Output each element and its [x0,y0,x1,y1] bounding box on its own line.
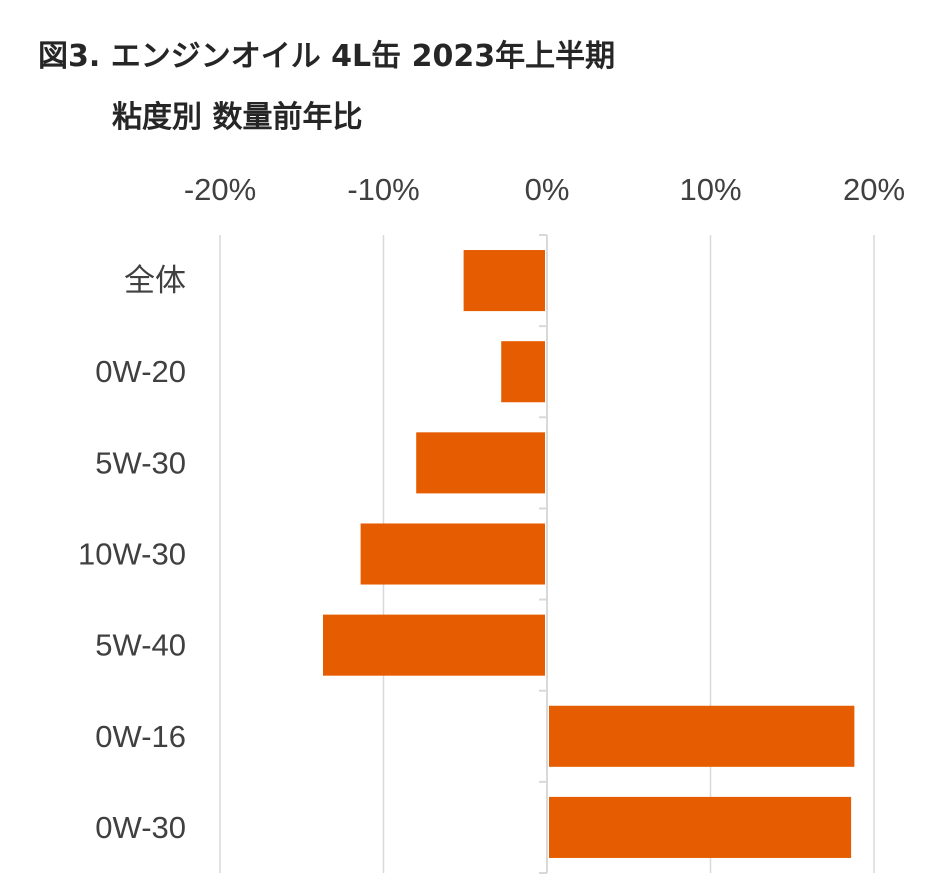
bar [416,432,545,494]
x-tick-label: 10% [679,172,741,207]
category-label: 0W-20 [95,354,186,389]
x-tick-label: -20% [184,172,256,207]
category-label: 全体 [124,263,186,298]
category-label: 10W-30 [78,537,186,572]
bar [360,523,545,585]
bar [463,250,545,312]
category-label: 0W-16 [95,719,186,754]
zero-axis [539,234,548,874]
chart-title-line-2: 粘度別 数量前年比 [112,100,363,135]
category-label: 0W-30 [95,810,186,845]
bar [323,614,545,676]
x-tick-label: 20% [843,172,905,207]
category-label: 5W-30 [95,445,186,480]
bar [549,796,852,858]
category-labels: 全体 0W-20 5W-30 10W-30 5W-40 0W-16 0W-30 [78,263,186,845]
bars [323,250,855,858]
bar [549,705,855,767]
bar [501,341,545,403]
x-tick-label: -10% [347,172,419,207]
x-tick-labels: -20% -10% 0% 10% 20% [184,172,905,207]
x-tick-label: 0% [525,172,570,207]
chart-title-line-1: 図3. エンジンオイル 4L缶 2023年上半期 [38,39,616,74]
category-label: 5W-40 [95,628,186,663]
